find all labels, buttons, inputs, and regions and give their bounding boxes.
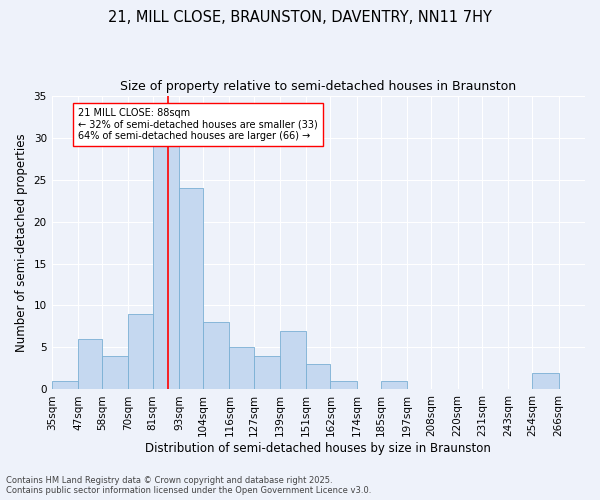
Bar [306, 364, 331, 390]
Bar [152, 146, 179, 390]
Bar [229, 348, 254, 390]
Bar [203, 322, 229, 390]
Bar [280, 330, 306, 390]
Bar [254, 356, 280, 390]
Bar [52, 381, 78, 390]
Text: Contains HM Land Registry data © Crown copyright and database right 2025.
Contai: Contains HM Land Registry data © Crown c… [6, 476, 371, 495]
Bar [102, 356, 128, 390]
X-axis label: Distribution of semi-detached houses by size in Braunston: Distribution of semi-detached houses by … [145, 442, 491, 455]
Bar [128, 314, 152, 390]
Bar [78, 339, 102, 390]
Bar [331, 381, 357, 390]
Title: Size of property relative to semi-detached houses in Braunston: Size of property relative to semi-detach… [120, 80, 517, 93]
Bar [381, 381, 407, 390]
Y-axis label: Number of semi-detached properties: Number of semi-detached properties [15, 133, 28, 352]
Text: 21, MILL CLOSE, BRAUNSTON, DAVENTRY, NN11 7HY: 21, MILL CLOSE, BRAUNSTON, DAVENTRY, NN1… [108, 10, 492, 25]
Bar [532, 372, 559, 390]
Text: 21 MILL CLOSE: 88sqm
← 32% of semi-detached houses are smaller (33)
64% of semi-: 21 MILL CLOSE: 88sqm ← 32% of semi-detac… [78, 108, 318, 142]
Bar [179, 188, 203, 390]
